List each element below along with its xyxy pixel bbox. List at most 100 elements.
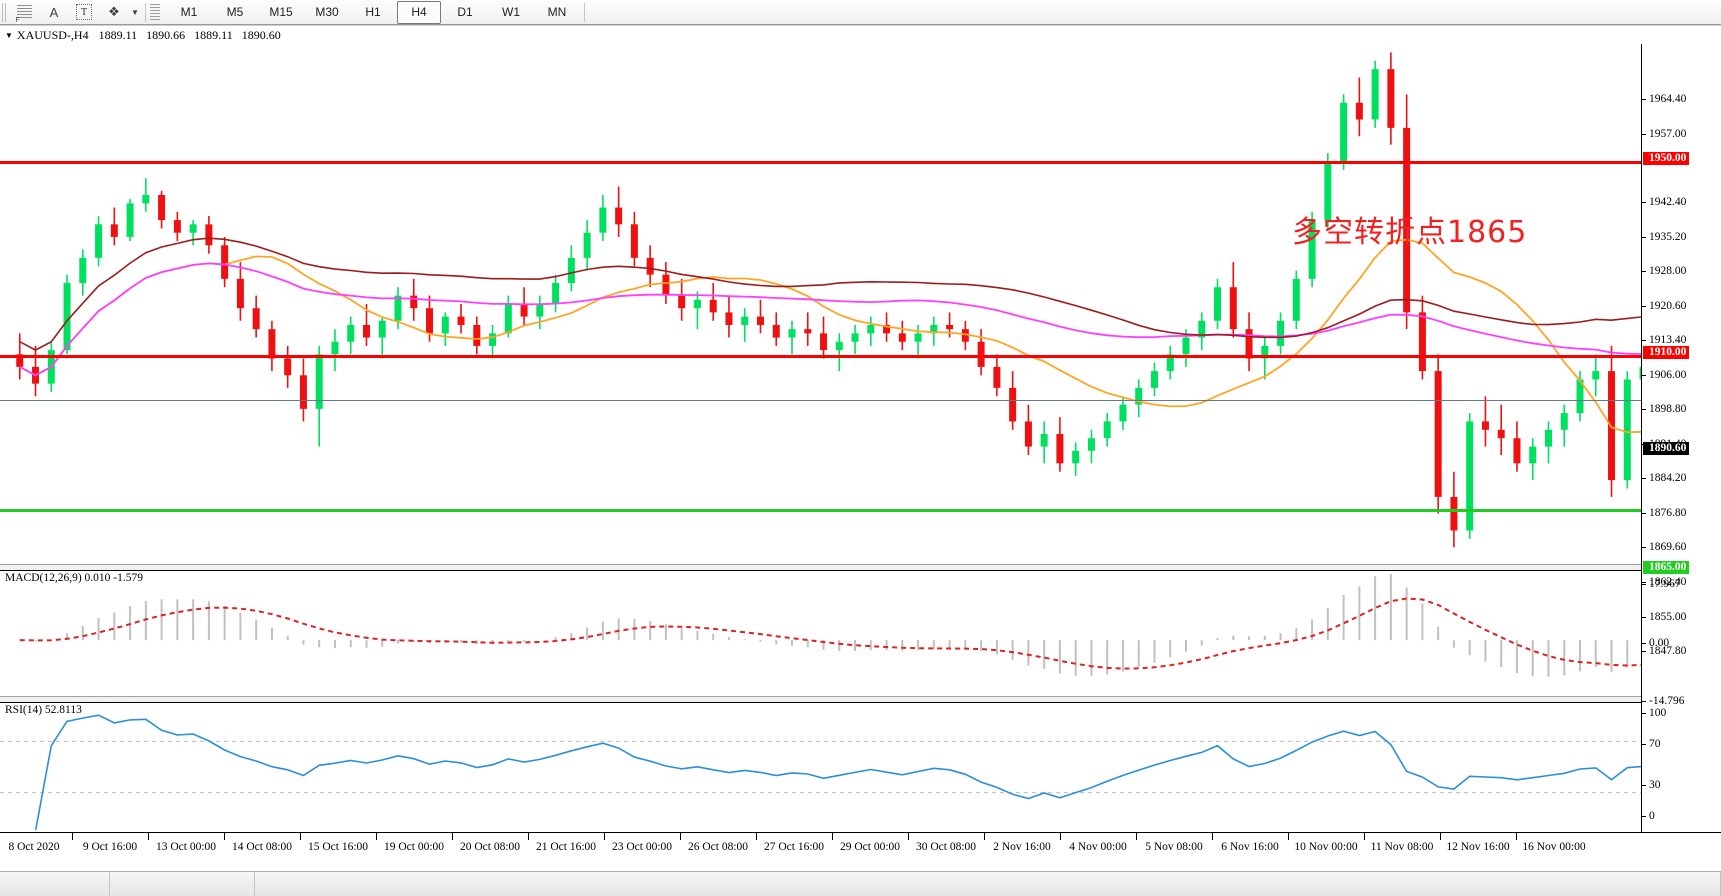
candlestick[interactable] xyxy=(347,324,355,342)
candlestick[interactable] xyxy=(457,316,465,325)
candlestick[interactable] xyxy=(110,224,118,237)
candlestick[interactable] xyxy=(489,333,497,346)
candlestick[interactable] xyxy=(1418,312,1426,372)
candlestick[interactable] xyxy=(1245,329,1253,359)
candlestick[interactable] xyxy=(1056,434,1064,464)
candlestick[interactable] xyxy=(441,316,449,334)
symbol-caret-icon[interactable]: ▼ xyxy=(5,30,13,40)
timeframe-d1[interactable]: D1 xyxy=(457,5,473,19)
candlestick[interactable] xyxy=(1544,429,1552,447)
price-panel[interactable] xyxy=(0,44,1641,564)
timeframe-mn[interactable]: MN xyxy=(547,5,567,19)
timeframe-h1[interactable]: H1 xyxy=(365,5,381,19)
candlestick[interactable] xyxy=(1229,287,1237,330)
candlestick[interactable] xyxy=(1166,354,1174,372)
candlestick[interactable] xyxy=(678,295,686,309)
candlestick[interactable] xyxy=(221,245,229,279)
candlestick[interactable] xyxy=(993,366,1001,388)
timeframe-m15[interactable]: M15 xyxy=(269,5,293,19)
candlestick[interactable] xyxy=(756,316,764,325)
time-scale[interactable]: 8 Oct 2020 9 Oct 16:00 13 Oct 00:00 14 Oct … xyxy=(0,832,1721,872)
candlestick[interactable] xyxy=(1434,371,1442,497)
candlestick[interactable] xyxy=(504,304,512,334)
candlestick[interactable] xyxy=(1387,69,1395,128)
candlestick[interactable] xyxy=(1355,102,1363,120)
candlestick[interactable] xyxy=(725,312,733,325)
candlestick[interactable] xyxy=(567,257,575,284)
candlestick[interactable] xyxy=(1292,278,1300,321)
candlestick[interactable] xyxy=(126,203,134,237)
candlestick[interactable] xyxy=(1513,438,1521,464)
candlestick[interactable] xyxy=(473,324,481,346)
candlestick[interactable] xyxy=(1135,387,1143,405)
candlestick[interactable] xyxy=(1150,371,1158,388)
candlestick[interactable] xyxy=(946,324,954,330)
candlestick[interactable] xyxy=(158,194,166,221)
candlestick[interactable] xyxy=(772,324,780,338)
candlestick[interactable] xyxy=(1623,379,1631,481)
candlestick[interactable] xyxy=(552,283,560,304)
timeframe-m5[interactable]: M5 xyxy=(226,5,244,19)
candlestick[interactable] xyxy=(599,207,607,233)
text-box-icon[interactable]: T xyxy=(70,1,98,24)
candlestick[interactable] xyxy=(268,329,276,359)
candlestick[interactable] xyxy=(1576,379,1584,414)
candlestick[interactable] xyxy=(741,316,749,325)
candlestick[interactable] xyxy=(1261,345,1269,359)
candlestick[interactable] xyxy=(362,324,370,338)
crosshair-fibo-icon[interactable] xyxy=(10,1,38,24)
candlestick[interactable] xyxy=(173,220,181,233)
candlestick[interactable] xyxy=(914,333,922,342)
candlestick[interactable] xyxy=(930,324,938,334)
candlestick[interactable] xyxy=(1308,220,1316,279)
candlestick[interactable] xyxy=(284,358,292,376)
candlestick[interactable] xyxy=(1403,127,1411,313)
candlestick[interactable] xyxy=(1340,102,1348,162)
timeframe-m1[interactable]: M1 xyxy=(180,5,198,19)
candlestick[interactable] xyxy=(709,299,717,313)
candlestick[interactable] xyxy=(79,257,87,284)
objects-dropdown-icon[interactable]: ▼ xyxy=(131,7,139,17)
candlestick[interactable] xyxy=(867,324,875,334)
candlestick[interactable] xyxy=(583,232,591,258)
price-scale[interactable]: 1964.40 1957.00 1942.40 1935.20 1928.00 1920.… xyxy=(1641,44,1721,872)
macd-panel[interactable] xyxy=(0,570,1641,696)
candlestick[interactable] xyxy=(520,304,528,317)
objects-icon[interactable]: ❖ xyxy=(108,4,120,19)
candlestick[interactable] xyxy=(1198,320,1206,338)
candlestick[interactable] xyxy=(804,329,812,334)
candlestick[interactable] xyxy=(331,341,339,355)
rsi-panel[interactable] xyxy=(0,702,1641,830)
candlestick[interactable] xyxy=(1324,161,1332,221)
candlestick[interactable] xyxy=(820,333,828,351)
candlestick[interactable] xyxy=(1009,387,1017,422)
candlestick[interactable] xyxy=(1466,421,1474,531)
price-plot[interactable] xyxy=(0,44,1641,564)
candlestick[interactable] xyxy=(536,304,544,317)
candlestick[interactable] xyxy=(142,194,150,204)
candlestick[interactable] xyxy=(378,320,386,338)
toolbar-drag-handle[interactable] xyxy=(2,2,8,22)
candlestick[interactable] xyxy=(299,375,307,409)
candlestick[interactable] xyxy=(851,333,859,342)
candlestick[interactable] xyxy=(1481,421,1489,430)
candlestick[interactable] xyxy=(1608,371,1616,481)
candlestick[interactable] xyxy=(205,224,213,246)
candlestick[interactable] xyxy=(63,283,71,351)
candlestick[interactable] xyxy=(410,295,418,309)
candlestick[interactable] xyxy=(394,295,402,321)
candlestick[interactable] xyxy=(95,224,103,258)
candlestick[interactable] xyxy=(1639,366,1641,380)
candlestick[interactable] xyxy=(426,308,434,334)
candlestick[interactable] xyxy=(898,333,906,342)
candlestick[interactable] xyxy=(236,278,244,309)
candlestick[interactable] xyxy=(1040,434,1048,447)
timeframe-m30[interactable]: M30 xyxy=(315,5,339,19)
candlestick[interactable] xyxy=(1103,421,1111,439)
candlestick[interactable] xyxy=(1592,371,1600,380)
candlestick[interactable] xyxy=(1182,337,1190,355)
candlestick[interactable] xyxy=(615,207,623,225)
candlestick[interactable] xyxy=(788,329,796,338)
candlestick[interactable] xyxy=(189,224,197,233)
candlestick[interactable] xyxy=(1529,446,1537,464)
